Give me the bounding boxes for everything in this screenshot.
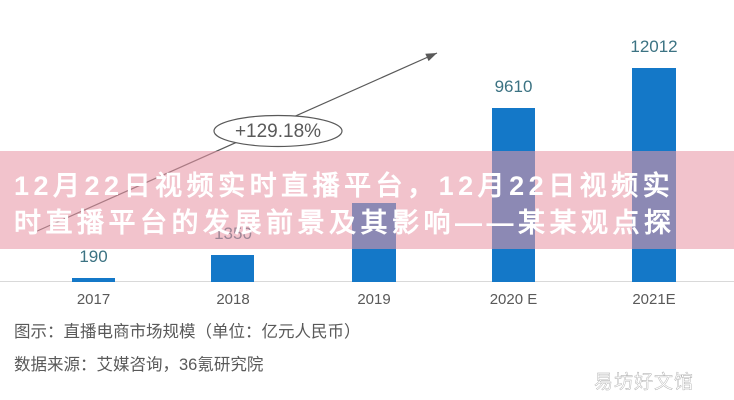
svg-text:+129.18%: +129.18%	[235, 121, 321, 142]
svg-text:易坊好文馆: 易坊好文馆	[594, 371, 694, 393]
